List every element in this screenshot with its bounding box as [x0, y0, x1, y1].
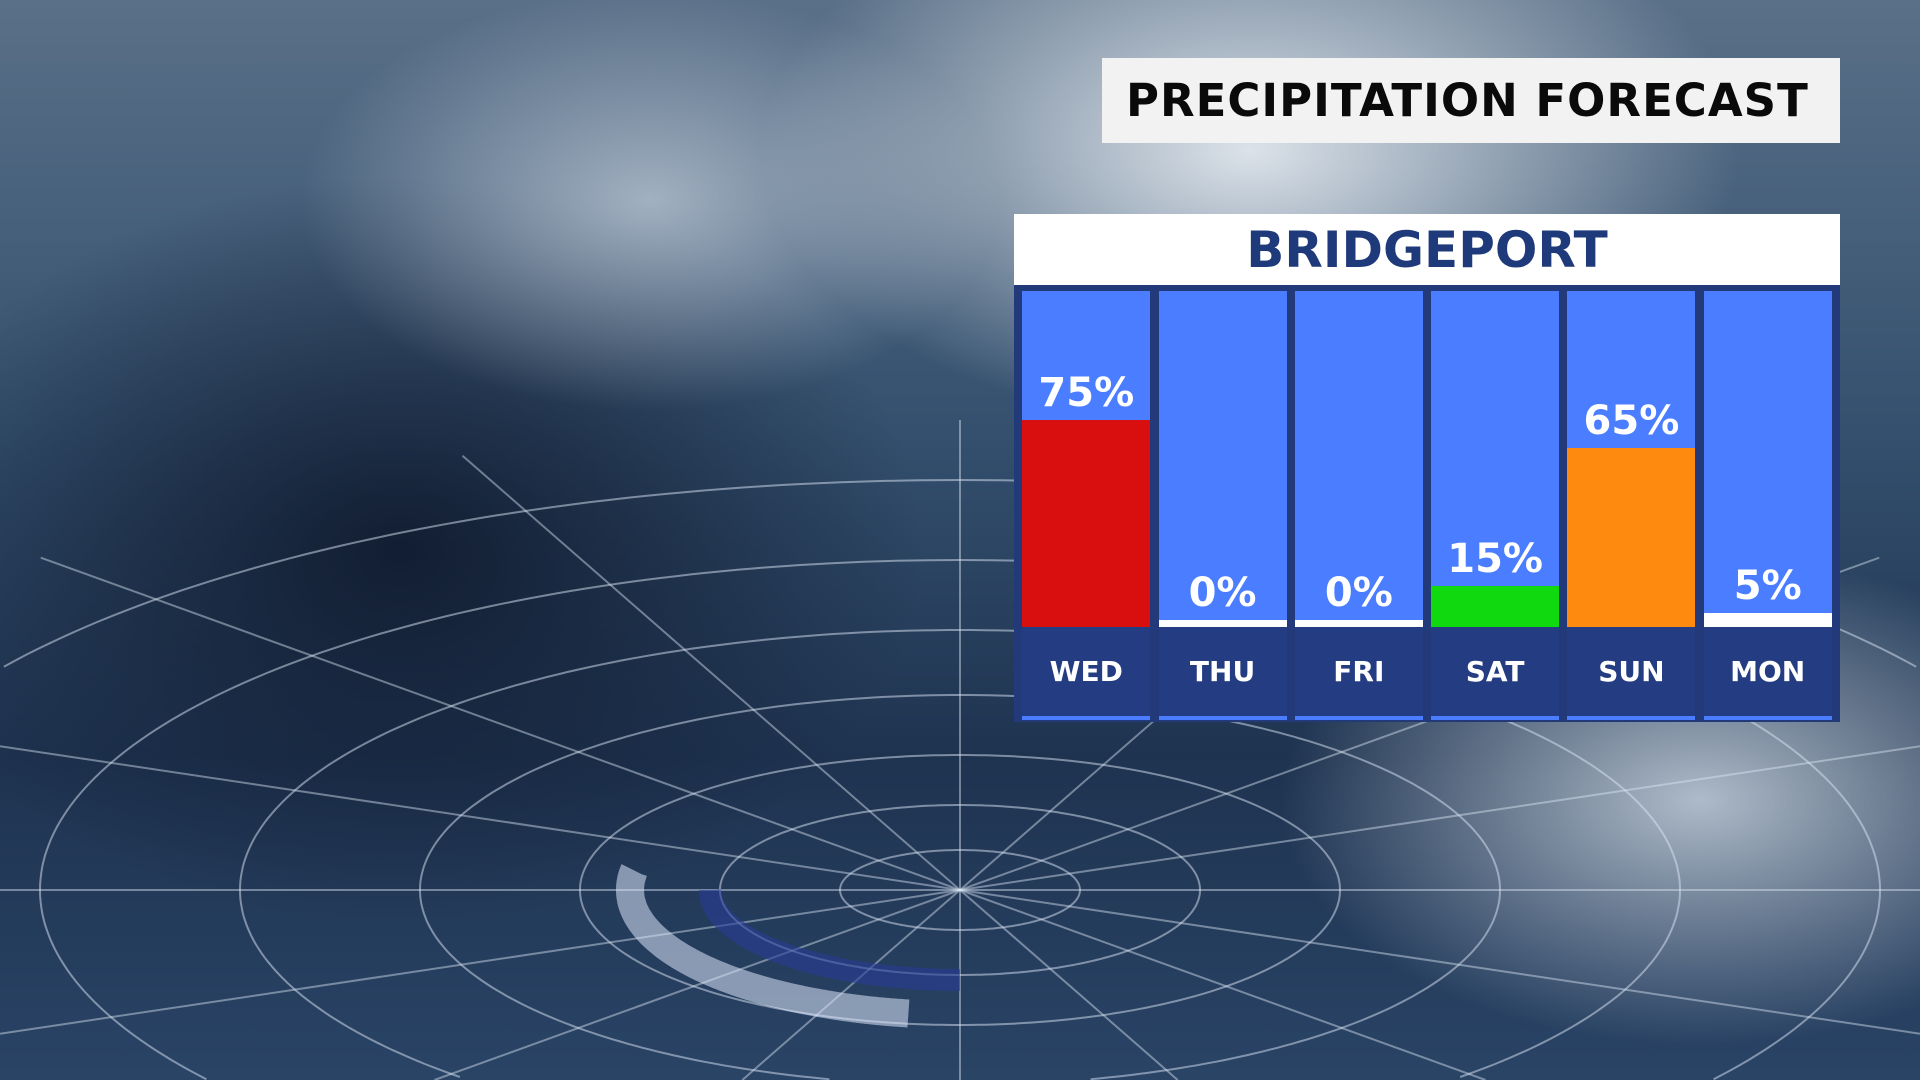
radar-spoke [0, 745, 961, 891]
chart-panel: BRIDGEPORT 75% WED 0% THU 0% FRI 15% SAT 65% SUN 5… [1014, 214, 1840, 722]
precip-bar [1431, 585, 1560, 627]
day-column: 15% SAT [1431, 291, 1560, 720]
radar-spoke [959, 889, 1179, 1080]
day-label: SUN [1567, 627, 1696, 716]
radar-spoke [434, 889, 961, 1080]
radar-ring [839, 849, 1081, 931]
bar-plot-area: 0% [1294, 291, 1423, 627]
radar-spoke [959, 889, 1920, 1035]
precip-value-label: 75% [1038, 370, 1135, 416]
precip-value-label: 15% [1447, 535, 1544, 582]
radar-ring [418, 694, 1501, 1080]
day-column: 0% THU [1158, 291, 1287, 720]
radar-sweep-arc [699, 888, 960, 991]
bar-plot-area: 15% [1431, 291, 1560, 627]
radar-spoke [40, 556, 961, 891]
day-column: 75% WED [1022, 291, 1151, 720]
chart-title: BRIDGEPORT [1246, 220, 1608, 279]
precip-value-label: 65% [1583, 397, 1680, 444]
radar-ring [1459, 889, 1681, 1078]
forecast-title: PRECIPITATION FORECAST [1126, 74, 1809, 127]
radar-spoke [959, 889, 1486, 1080]
day-label: FRI [1294, 627, 1423, 716]
bar-plot-area: 0% [1158, 291, 1287, 627]
radar-sweep-arc [616, 864, 910, 1028]
day-column: 65% SUN [1567, 291, 1696, 720]
precip-bar [1022, 420, 1151, 627]
radar-ring [1713, 889, 1881, 1080]
radar-spoke [0, 889, 961, 1035]
radar-ring [1090, 889, 1501, 1080]
precip-value-label: 0% [1188, 570, 1257, 616]
radar-ring [238, 629, 1681, 1078]
precip-bar [1294, 620, 1423, 627]
forecast-title-box: PRECIPITATION FORECAST [1102, 58, 1840, 143]
day-column: 5% MON [1703, 291, 1832, 720]
radar-spoke [741, 889, 961, 1080]
day-label: THU [1158, 627, 1287, 716]
radar-spoke [461, 455, 961, 891]
day-label: MON [1703, 627, 1832, 716]
day-label: SAT [1431, 627, 1560, 716]
day-column: 0% FRI [1294, 291, 1423, 720]
precip-bar [1567, 447, 1696, 627]
precip-value-label: 5% [1733, 563, 1802, 610]
day-label: WED [1022, 627, 1151, 716]
bar-plot-area: 75% [1022, 291, 1151, 627]
bar-plot-area: 5% [1703, 291, 1832, 627]
precip-value-label: 0% [1324, 570, 1393, 616]
radar-spoke [959, 745, 1920, 891]
bar-plot-area: 65% [1567, 291, 1696, 627]
radar-ring [578, 754, 1341, 1026]
precip-bar [1703, 613, 1832, 627]
precip-bar [1158, 620, 1287, 627]
chart-header: BRIDGEPORT [1014, 214, 1840, 285]
